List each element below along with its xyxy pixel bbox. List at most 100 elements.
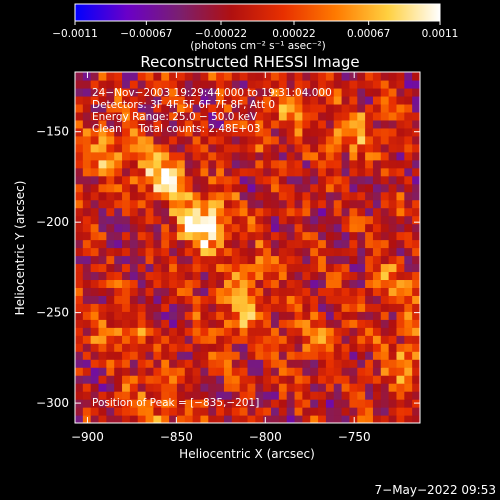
heatmap-cell [176, 271, 186, 281]
heatmap-cell [208, 223, 217, 233]
heatmap-cell [82, 79, 92, 89]
heatmap-cell [231, 72, 241, 81]
heatmap-cell [255, 72, 264, 81]
heatmap-cell [263, 143, 272, 153]
heatmap-cell [357, 295, 366, 304]
heatmap-cell [263, 103, 272, 113]
heatmap-cell [325, 143, 335, 153]
heatmap-cell [223, 287, 233, 296]
heatmap-cell [247, 415, 256, 423]
heatmap-cell [106, 135, 115, 145]
heatmap-cell [169, 367, 178, 376]
heatmap-cell [239, 295, 249, 304]
heatmap-cell [318, 367, 327, 376]
heatmap-cell [106, 119, 115, 129]
heatmap-cell [333, 135, 343, 145]
heatmap-cell [208, 127, 217, 137]
heatmap-cell [333, 215, 343, 225]
heatmap-cell [145, 183, 155, 193]
heatmap-cell [271, 351, 280, 360]
heatmap-cell [98, 279, 107, 288]
heatmap-cell [341, 375, 351, 384]
heatmap-cell [247, 319, 256, 328]
heatmap-cell [75, 111, 84, 121]
heatmap-cell [294, 271, 303, 281]
heatmap-cell [216, 175, 225, 185]
heatmap-cell [184, 383, 194, 392]
heatmap-cell [310, 151, 319, 161]
heatmap-cell [90, 263, 100, 273]
heatmap-cell [412, 72, 420, 81]
heatmap-cell [122, 335, 131, 344]
heatmap-cell [122, 223, 131, 233]
heatmap-cell [137, 407, 147, 416]
heatmap-cell [216, 271, 225, 281]
heatmap-cell [208, 72, 217, 81]
heatmap-cell [239, 367, 249, 376]
heatmap-cell [114, 391, 123, 400]
heatmap-cell [380, 343, 390, 352]
heatmap-cell [153, 199, 162, 209]
heatmap-cell [286, 287, 296, 296]
heatmap-cell [302, 367, 311, 376]
heatmap-cell [176, 319, 186, 328]
heatmap-cell [412, 87, 420, 97]
heatmap-cell [396, 103, 405, 113]
heatmap-cell [372, 375, 382, 384]
heatmap-cell [176, 399, 186, 408]
heatmap-cell [271, 263, 280, 273]
heatmap-cell [161, 207, 170, 217]
heatmap-cell [333, 87, 343, 97]
heatmap-cell [263, 151, 272, 161]
heatmap-cell [90, 319, 100, 328]
heatmap-cell [106, 295, 115, 304]
heatmap-cell [271, 335, 280, 344]
heatmap-cell [404, 311, 413, 320]
heatmap-cell [380, 135, 390, 145]
heatmap-cell [286, 119, 296, 129]
heatmap-cell [216, 103, 225, 113]
x-tick-label: −850 [160, 430, 193, 444]
heatmap-cell [137, 415, 147, 423]
heatmap-cell [357, 399, 366, 408]
heatmap-cell [247, 151, 256, 161]
heatmap-cell [341, 383, 351, 392]
heatmap-cell [349, 407, 358, 416]
heatmap-cell [145, 343, 155, 352]
heatmap-cell [396, 279, 405, 288]
heatmap-cell [271, 159, 280, 169]
heatmap-cell [145, 103, 155, 113]
heatmap-cell [318, 111, 327, 121]
heatmap-cell [341, 335, 351, 344]
heatmap-cell [263, 79, 272, 89]
heatmap-cell [208, 175, 217, 185]
heatmap-cell [380, 295, 390, 304]
heatmap-cell [82, 319, 92, 328]
heatmap-cell [278, 335, 288, 344]
heatmap-cell [75, 263, 84, 273]
heatmap-cell [310, 135, 319, 145]
heatmap-cell [396, 327, 405, 336]
heatmap-cell [271, 231, 280, 241]
heatmap-cell [90, 167, 100, 177]
heatmap-cell [263, 319, 272, 328]
heatmap-cell [192, 375, 202, 384]
heatmap-cell [239, 375, 249, 384]
colorbar-units: (photons cm⁻² s⁻¹ asec⁻²) [190, 40, 325, 52]
heatmap-cell [137, 87, 147, 97]
y-tick-label: −250 [36, 306, 69, 320]
heatmap-cell [318, 271, 327, 281]
heatmap-cell [333, 295, 343, 304]
heatmap-cell [114, 87, 123, 97]
heatmap-cell [380, 175, 390, 185]
heatmap-cell [192, 343, 202, 352]
heatmap-cell [412, 271, 420, 281]
heatmap-cell [388, 72, 398, 81]
heatmap-cell [325, 375, 335, 384]
heatmap-cell [98, 231, 107, 241]
heatmap-cell [169, 295, 178, 304]
heatmap-cell [231, 295, 241, 304]
heatmap-cell [247, 191, 256, 201]
heatmap-cell [333, 151, 343, 161]
heatmap-cell [231, 279, 241, 288]
